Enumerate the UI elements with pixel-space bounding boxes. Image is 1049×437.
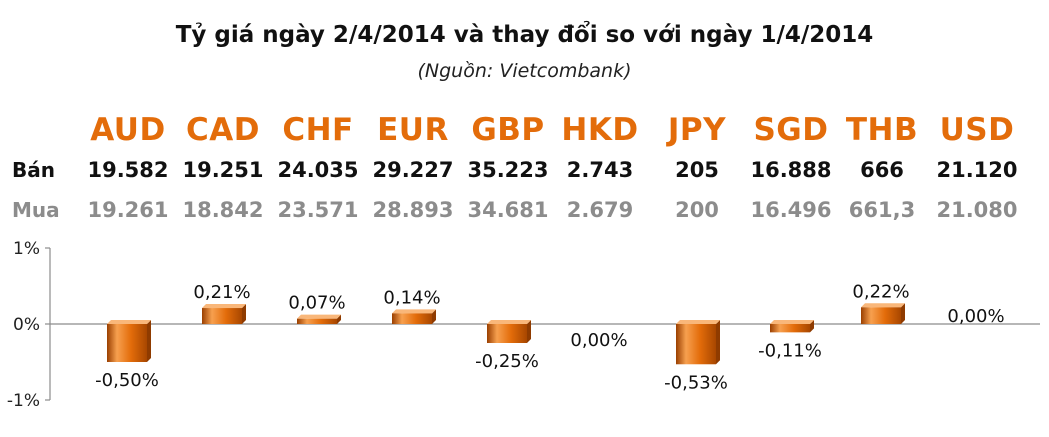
bar-side-jpy [716, 320, 720, 365]
buy-rate-chf: 23.571 [277, 198, 359, 222]
bar-top-aud [107, 320, 151, 324]
buy-rate-hkd: 2.679 [566, 198, 634, 222]
bar-side-chf [337, 314, 341, 324]
currency-codes: AUD CAD CHF EUR GBP HKD JPY SGD THB USD [0, 112, 1049, 158]
sell-rate-hkd: 2.743 [566, 158, 634, 182]
currency-code-aud: AUD [90, 112, 166, 148]
bar-side-gbp [527, 320, 531, 343]
bar-side-sgd [810, 320, 814, 333]
sell-rate-row: Bán 19.582 19.251 24.035 29.227 35.223 2.743 2… [0, 158, 1049, 188]
sell-rate-jpy: 205 [675, 158, 719, 182]
y-tick-label: -1% [7, 391, 40, 411]
data-label-aud: -0,50% [95, 370, 159, 391]
sell-rate-thb: 666 [860, 158, 904, 182]
buy-rate-usd: 21.080 [936, 198, 1018, 222]
bar-gbp [487, 324, 527, 343]
sell-rate-usd: 21.120 [936, 158, 1018, 182]
bar-thb [861, 307, 901, 324]
currency-code-eur: EUR [377, 112, 449, 148]
bar-top-gbp [487, 320, 531, 324]
sell-rate-chf: 24.035 [277, 158, 359, 182]
data-label-usd: 0,00% [947, 306, 1004, 327]
data-label-gbp: -0,25% [475, 351, 539, 372]
buy-rate-cad: 18.842 [182, 198, 264, 222]
buy-rate-thb: 661,3 [848, 198, 916, 222]
bar-top-jpy [676, 320, 720, 324]
buy-rate-row: Mua 19.261 18.842 23.571 28.893 34.681 2.679 2… [0, 198, 1049, 228]
sell-rate-cad: 19.251 [182, 158, 264, 182]
bar-top-sgd [770, 320, 814, 324]
buy-rate-label: Mua [12, 198, 60, 222]
bar-side-thb [901, 303, 905, 324]
data-label-sgd: -0,11% [758, 340, 822, 361]
currency-code-thb: THB [845, 112, 919, 148]
bar-top-cad [202, 304, 246, 309]
chart-subtitle: (Nguồn: Vietcombank) [417, 60, 632, 82]
y-tick-label: 1% [13, 239, 40, 259]
sell-rate-sgd: 16.888 [750, 158, 832, 182]
data-label-chf: 0,07% [288, 293, 345, 314]
bar-side-eur [432, 309, 436, 324]
sell-rate-eur: 29.227 [372, 158, 454, 182]
currency-code-chf: CHF [282, 112, 354, 148]
change-bar-chart: 1% 0% -1% -0,50% 0,21% 0,07% 0,14% -0,25% 0,00% -… [7, 239, 1040, 411]
bar-aud [107, 324, 147, 362]
sell-rate-aud: 19.582 [87, 158, 169, 182]
bar-top-thb [861, 303, 905, 308]
buy-rate-jpy: 200 [675, 198, 719, 222]
data-label-jpy: -0,53% [664, 372, 728, 393]
bar-chf [297, 318, 337, 324]
bar-sgd [770, 324, 810, 333]
data-label-cad: 0,21% [193, 282, 250, 303]
currency-code-gbp: GBP [471, 112, 545, 148]
currency-code-jpy: JPY [667, 112, 727, 148]
bar-top-eur [392, 309, 436, 314]
bar-cad [202, 308, 242, 324]
buy-rate-aud: 19.261 [87, 198, 169, 222]
buy-rate-eur: 28.893 [372, 198, 454, 222]
buy-rate-sgd: 16.496 [750, 198, 832, 222]
bar-eur [392, 313, 432, 324]
chart-title: Tỷ giá ngày 2/4/2014 và thay đổi so với … [175, 22, 874, 48]
currency-code-sgd: SGD [753, 112, 829, 148]
currency-code-cad: CAD [186, 112, 260, 148]
data-label-eur: 0,14% [383, 287, 440, 308]
bar-top-chf [297, 314, 341, 319]
y-tick-label: 0% [13, 315, 40, 335]
bar-side-aud [147, 320, 151, 362]
sell-rate-gbp: 35.223 [467, 158, 549, 182]
currency-code-usd: USD [939, 112, 1015, 148]
sell-rate-label: Bán [12, 158, 55, 182]
data-label-hkd: 0,00% [570, 330, 627, 351]
bar-side-cad [242, 304, 246, 324]
bar-jpy [676, 324, 716, 365]
currency-code-hkd: HKD [561, 112, 639, 148]
buy-rate-gbp: 34.681 [467, 198, 549, 222]
data-label-thb: 0,22% [852, 281, 909, 302]
